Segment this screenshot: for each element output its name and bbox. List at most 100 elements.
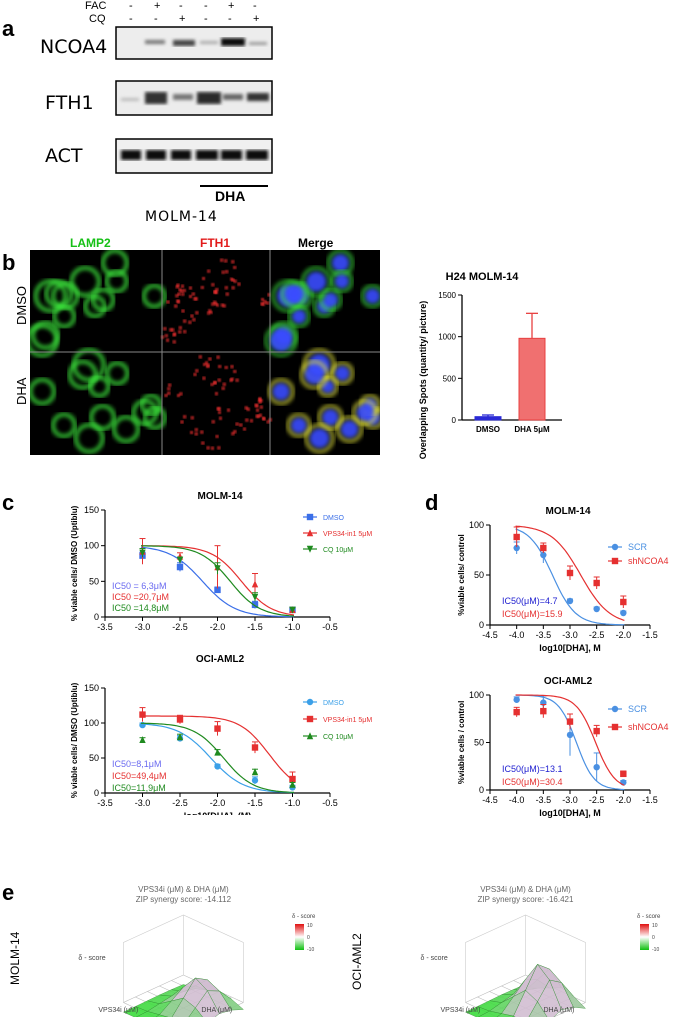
cell-mark [183,329,187,334]
cell-mark [167,383,172,387]
data-point [566,597,574,605]
sign: + [154,0,161,12]
data-point [540,551,547,559]
cell-mark [224,259,228,263]
cell-mark [211,420,215,424]
chart-title: MOLM-14 [546,506,591,517]
cell-mark [323,292,339,308]
cell-mark [221,386,225,390]
cell-mark [260,297,265,302]
synergy-subtitle: ZIP synergy score: -16.421 [478,895,574,904]
cell-mark [141,283,167,309]
x-tick-label: -2.5 [589,630,605,640]
data-point [139,736,146,743]
cell-line-label: MOLM-14 [145,209,218,225]
ic50-annotation: IC50=8,1μM [112,759,161,769]
synergy-plot-molm14: VPS34i (μM) & DHA (μM)ZIP synergy score:… [78,885,316,1017]
surface-cell [537,979,562,1017]
cell-mark [172,340,176,344]
x-tick-label: -3.5 [536,795,552,805]
bar [474,416,502,421]
data-point [306,732,314,740]
ic50-annotation: IC50 =14,8μM [112,603,169,613]
fit-curve [515,525,625,621]
y-axis-label: %viable cells / control [457,701,466,785]
colorbar-title: δ - score [292,914,316,920]
legend-label: CQ 10μM [323,734,353,741]
surface-cell [496,1013,514,1017]
x-tick-label: -2.5 [589,795,605,805]
cell-mark [211,283,215,287]
cell-mark [67,359,98,390]
cell-mark [195,311,199,315]
data-point [566,718,574,725]
cell-mark [222,382,226,386]
fit-curve [140,546,294,618]
data-point [176,556,184,564]
y-tick-label: 50 [89,753,99,763]
cell-mark [263,299,267,304]
chart-d-molm14: MOLM-14 0 50 100 -4.5 -4.0 -3.5 -3.0 -2.5 -2.0 -1.… [457,506,669,653]
cell-mark [319,288,343,312]
cell-mark [213,290,217,294]
sign: - [179,0,183,12]
data-point [214,748,221,756]
cell-mark [202,376,206,380]
cell-mark [178,330,182,334]
ic50-annotation: IC50 = 6,3μM [112,581,166,591]
surface-cell [528,1001,548,1017]
cell-mark [209,310,213,315]
cell-mark [164,393,168,398]
cell-mark [220,258,224,262]
y-tick-label: 150 [84,505,99,515]
cell-mark [105,361,130,386]
cell-mark [246,407,250,411]
y-tick-label: 0 [94,612,99,622]
cell-mark [255,408,260,412]
cell-mark [304,423,335,454]
cell-mark [331,253,350,272]
cell-mark [202,362,207,367]
cell-mark [217,378,221,382]
data-point [306,529,314,537]
y-tick-label: 150 [84,683,99,693]
cell-mark [231,286,235,290]
cell-mark [334,365,350,381]
cell-mark [301,266,332,297]
x-tick-label: -2.0 [210,622,226,632]
colorbar-tick: -10 [307,947,314,953]
cell-mark [215,434,219,439]
data-point [540,544,547,552]
data-point [289,606,296,614]
chart-c-ociaml2: OCI-AML2 0 50 100 150 -3.5 -3.0 -2.5 -2.0 -1.5 -1.… [70,654,372,815]
x-tick-label: -4.5 [482,630,498,640]
cell-mark [44,279,73,309]
x-axis-label: log10[DHA], (M) [184,811,252,815]
cell-mark [340,420,359,439]
y-tick-label: 0 [94,788,99,798]
cell-mark [206,446,210,450]
cell-mark [352,399,378,426]
cell-mark [265,301,269,305]
synergy-title: VPS34i (μM) & DHA (μM) [138,885,229,894]
x-tick-label: -3.5 [536,630,552,640]
y-tick-label: 100 [469,690,484,700]
cell-mark [91,287,116,312]
cell-mark [198,355,203,359]
cell-mark [266,420,270,424]
data-point [513,533,520,541]
data-point [620,770,627,778]
ic50-annotation: IC50 =20,7μM [112,592,169,602]
data-point [214,586,221,594]
treatment-row-fac: FAC - + - - + - [85,0,285,14]
cell-mark [215,287,219,292]
panel-label-a: a [2,16,15,41]
x-tick-label: -4.5 [482,795,498,805]
chart-title: MOLM-14 [198,491,243,502]
y-tick-label: 100 [84,541,99,551]
data-point [289,780,296,788]
cell-mark [182,415,187,419]
synergy-row-label-ociaml2: OCI-AML2 [350,933,364,990]
cell-mark [256,414,261,418]
x-tick-label: -1.0 [285,622,301,632]
